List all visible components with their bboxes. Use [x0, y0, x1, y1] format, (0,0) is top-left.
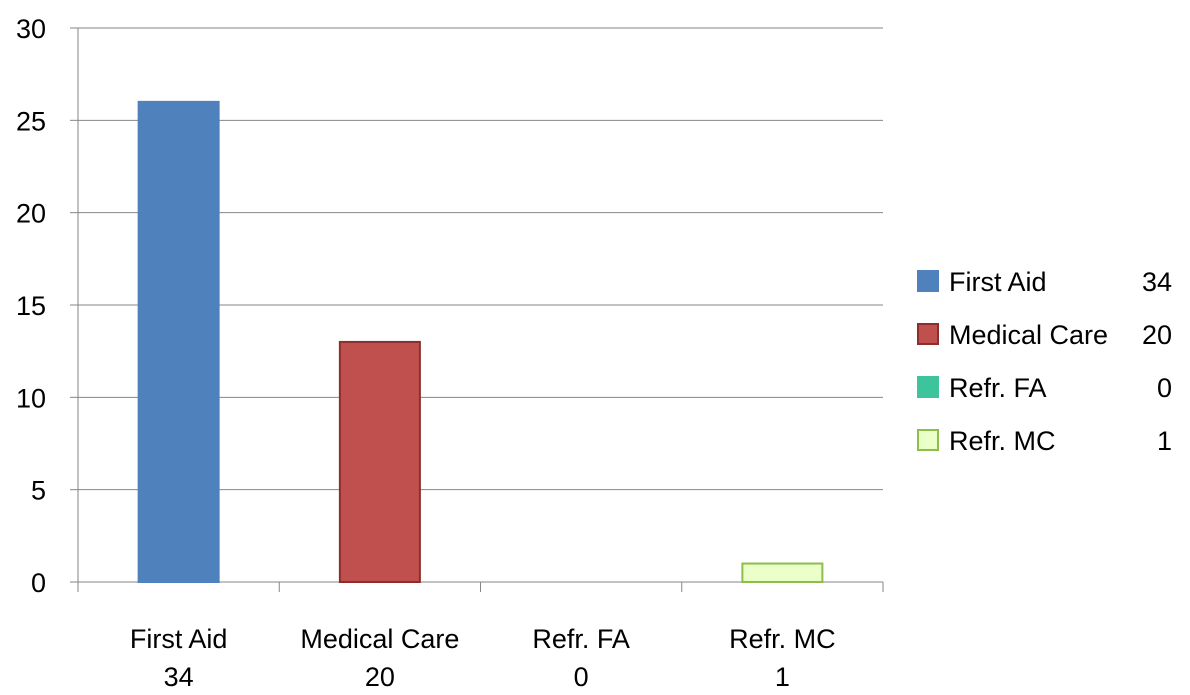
y-tick-label: 0 [31, 568, 46, 598]
legend-swatch [917, 429, 939, 451]
legend-swatch [917, 376, 939, 398]
x-category-label: First Aid [130, 624, 228, 654]
legend-label: Refr. FA [949, 373, 1047, 403]
y-axis-tick-labels: 0 5 10 15 20 25 30 [16, 14, 46, 598]
legend-label: Refr. MC [949, 426, 1056, 456]
x-category-count: 20 [365, 662, 395, 692]
legend-label: First Aid [949, 267, 1047, 297]
legend-label: Medical Care [949, 320, 1108, 350]
legend: First Aid 34 Medical Care 20 Refr. FA 0 Refr. … [917, 267, 1172, 456]
bars [137, 100, 824, 583]
bar-first-aid [137, 100, 220, 583]
y-tick-label: 20 [16, 199, 46, 229]
x-category-count: 1 [775, 662, 790, 692]
legend-swatch [917, 270, 939, 292]
x-axis-category-labels: First Aid 34 Medical Care 20 Refr. FA 0 Refr. … [130, 624, 836, 692]
legend-count: 20 [1142, 320, 1172, 350]
bar-medical-care [338, 340, 421, 583]
legend-count: 1 [1157, 426, 1172, 456]
x-category-count: 0 [574, 662, 589, 692]
legend-swatch [917, 323, 939, 345]
legend-count: 34 [1142, 267, 1172, 297]
y-tick-label: 30 [16, 14, 46, 44]
y-tick-label: 10 [16, 383, 46, 413]
x-category-label: Refr. FA [532, 624, 630, 654]
y-tick-label: 15 [16, 291, 46, 321]
bar-refr-mc [741, 562, 824, 583]
x-category-count: 34 [164, 662, 194, 692]
legend-count: 0 [1157, 373, 1172, 403]
y-tick-label: 5 [31, 476, 46, 506]
x-category-label: Medical Care [300, 624, 459, 654]
y-tick-label: 25 [16, 106, 46, 136]
x-category-label: Refr. MC [729, 624, 836, 654]
